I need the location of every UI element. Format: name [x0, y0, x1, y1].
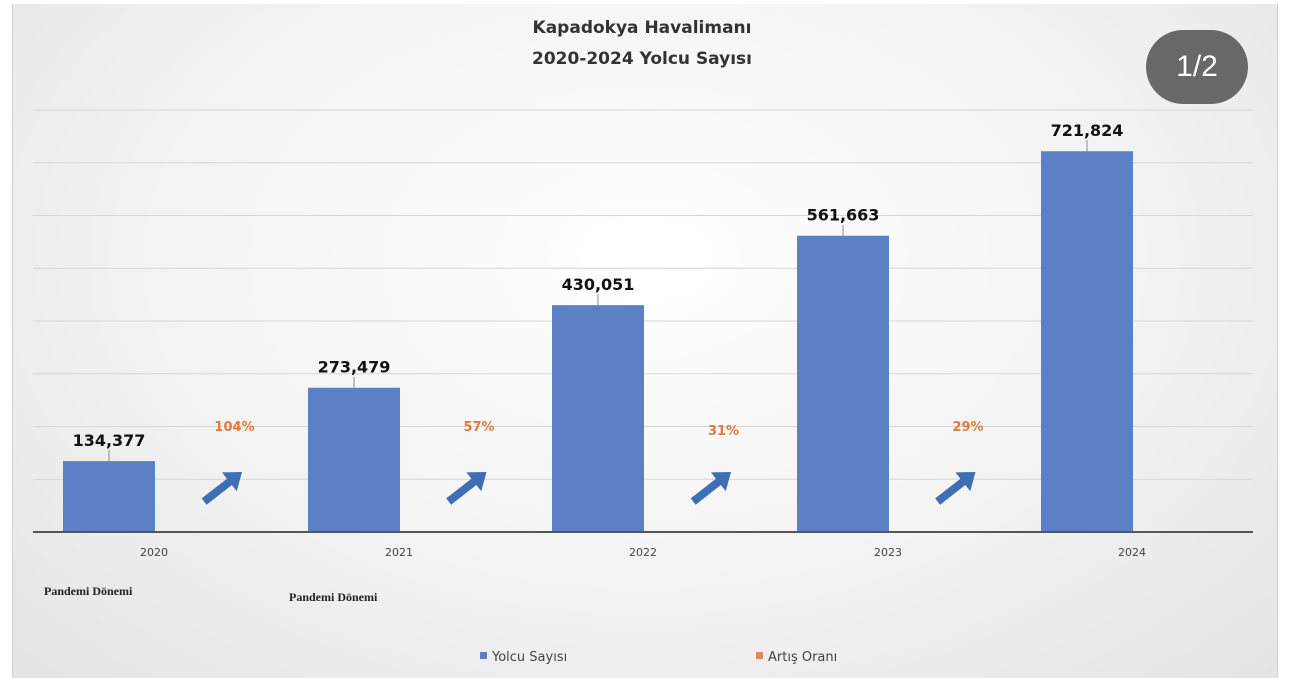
growth-arrow-icon — [446, 471, 487, 505]
note-pandemi-2021: Pandemi Dönemi — [289, 590, 378, 604]
legend-swatch-artis — [756, 652, 763, 659]
growth-label-2021: 104% — [214, 420, 254, 435]
growth-label-2023: 31% — [708, 424, 739, 439]
page-indicator-badge[interactable]: 1/2 — [1146, 30, 1248, 104]
x-tick-2024: 2024 — [1118, 546, 1146, 559]
growth-arrows-layer — [201, 471, 976, 505]
legend-label-artis: Artış Oranı — [768, 650, 837, 665]
growth-arrow-icon — [935, 471, 976, 505]
growth-arrow-icon — [201, 471, 242, 505]
legend-label-yolcu: Yolcu Sayısı — [491, 650, 567, 665]
note-pandemi-2020: Pandemi Dönemi — [44, 584, 133, 598]
data-label-2022: 430,051 — [562, 275, 635, 294]
data-label-2024: 721,824 — [1051, 121, 1124, 140]
growth-label-2022: 57% — [463, 420, 494, 435]
growth-arrow-icon — [690, 471, 731, 505]
x-tick-2021: 2021 — [385, 546, 413, 559]
x-tick-2023: 2023 — [874, 546, 902, 559]
legend-swatch-yolcu — [480, 652, 487, 659]
bar-2022 — [552, 305, 644, 532]
bar-2020 — [63, 461, 155, 532]
data-label-2020: 134,377 — [73, 431, 146, 450]
x-tick-2020: 2020 — [140, 546, 168, 559]
bars-layer — [63, 151, 1133, 532]
bar-2023 — [797, 235, 889, 532]
chart-title-line-1: Kapadokya Havalimanı — [533, 18, 752, 38]
chart-title-line-2: 2020-2024 Yolcu Sayısı — [532, 49, 752, 69]
legend: Yolcu Sayısı Artış Oranı — [480, 650, 837, 665]
bar-2021 — [308, 387, 400, 532]
data-label-2023: 561,663 — [807, 206, 880, 225]
growth-label-2024: 29% — [952, 420, 983, 435]
bar-2024 — [1041, 151, 1133, 532]
x-tick-2022: 2022 — [629, 546, 657, 559]
labels-layer: 134,377 2020 273,479 2021 430,051 2022 561,663… — [44, 121, 1146, 604]
data-label-2021: 273,479 — [318, 358, 391, 377]
